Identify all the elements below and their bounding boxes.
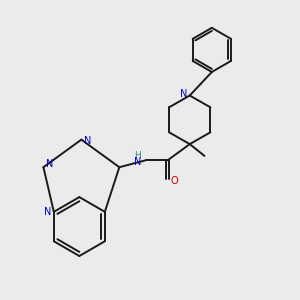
- Text: O: O: [170, 176, 178, 186]
- Text: H: H: [134, 151, 141, 160]
- Text: N: N: [134, 157, 141, 167]
- Text: N: N: [46, 159, 53, 169]
- Text: N: N: [84, 136, 92, 146]
- Text: N: N: [44, 207, 52, 217]
- Text: N: N: [180, 89, 187, 99]
